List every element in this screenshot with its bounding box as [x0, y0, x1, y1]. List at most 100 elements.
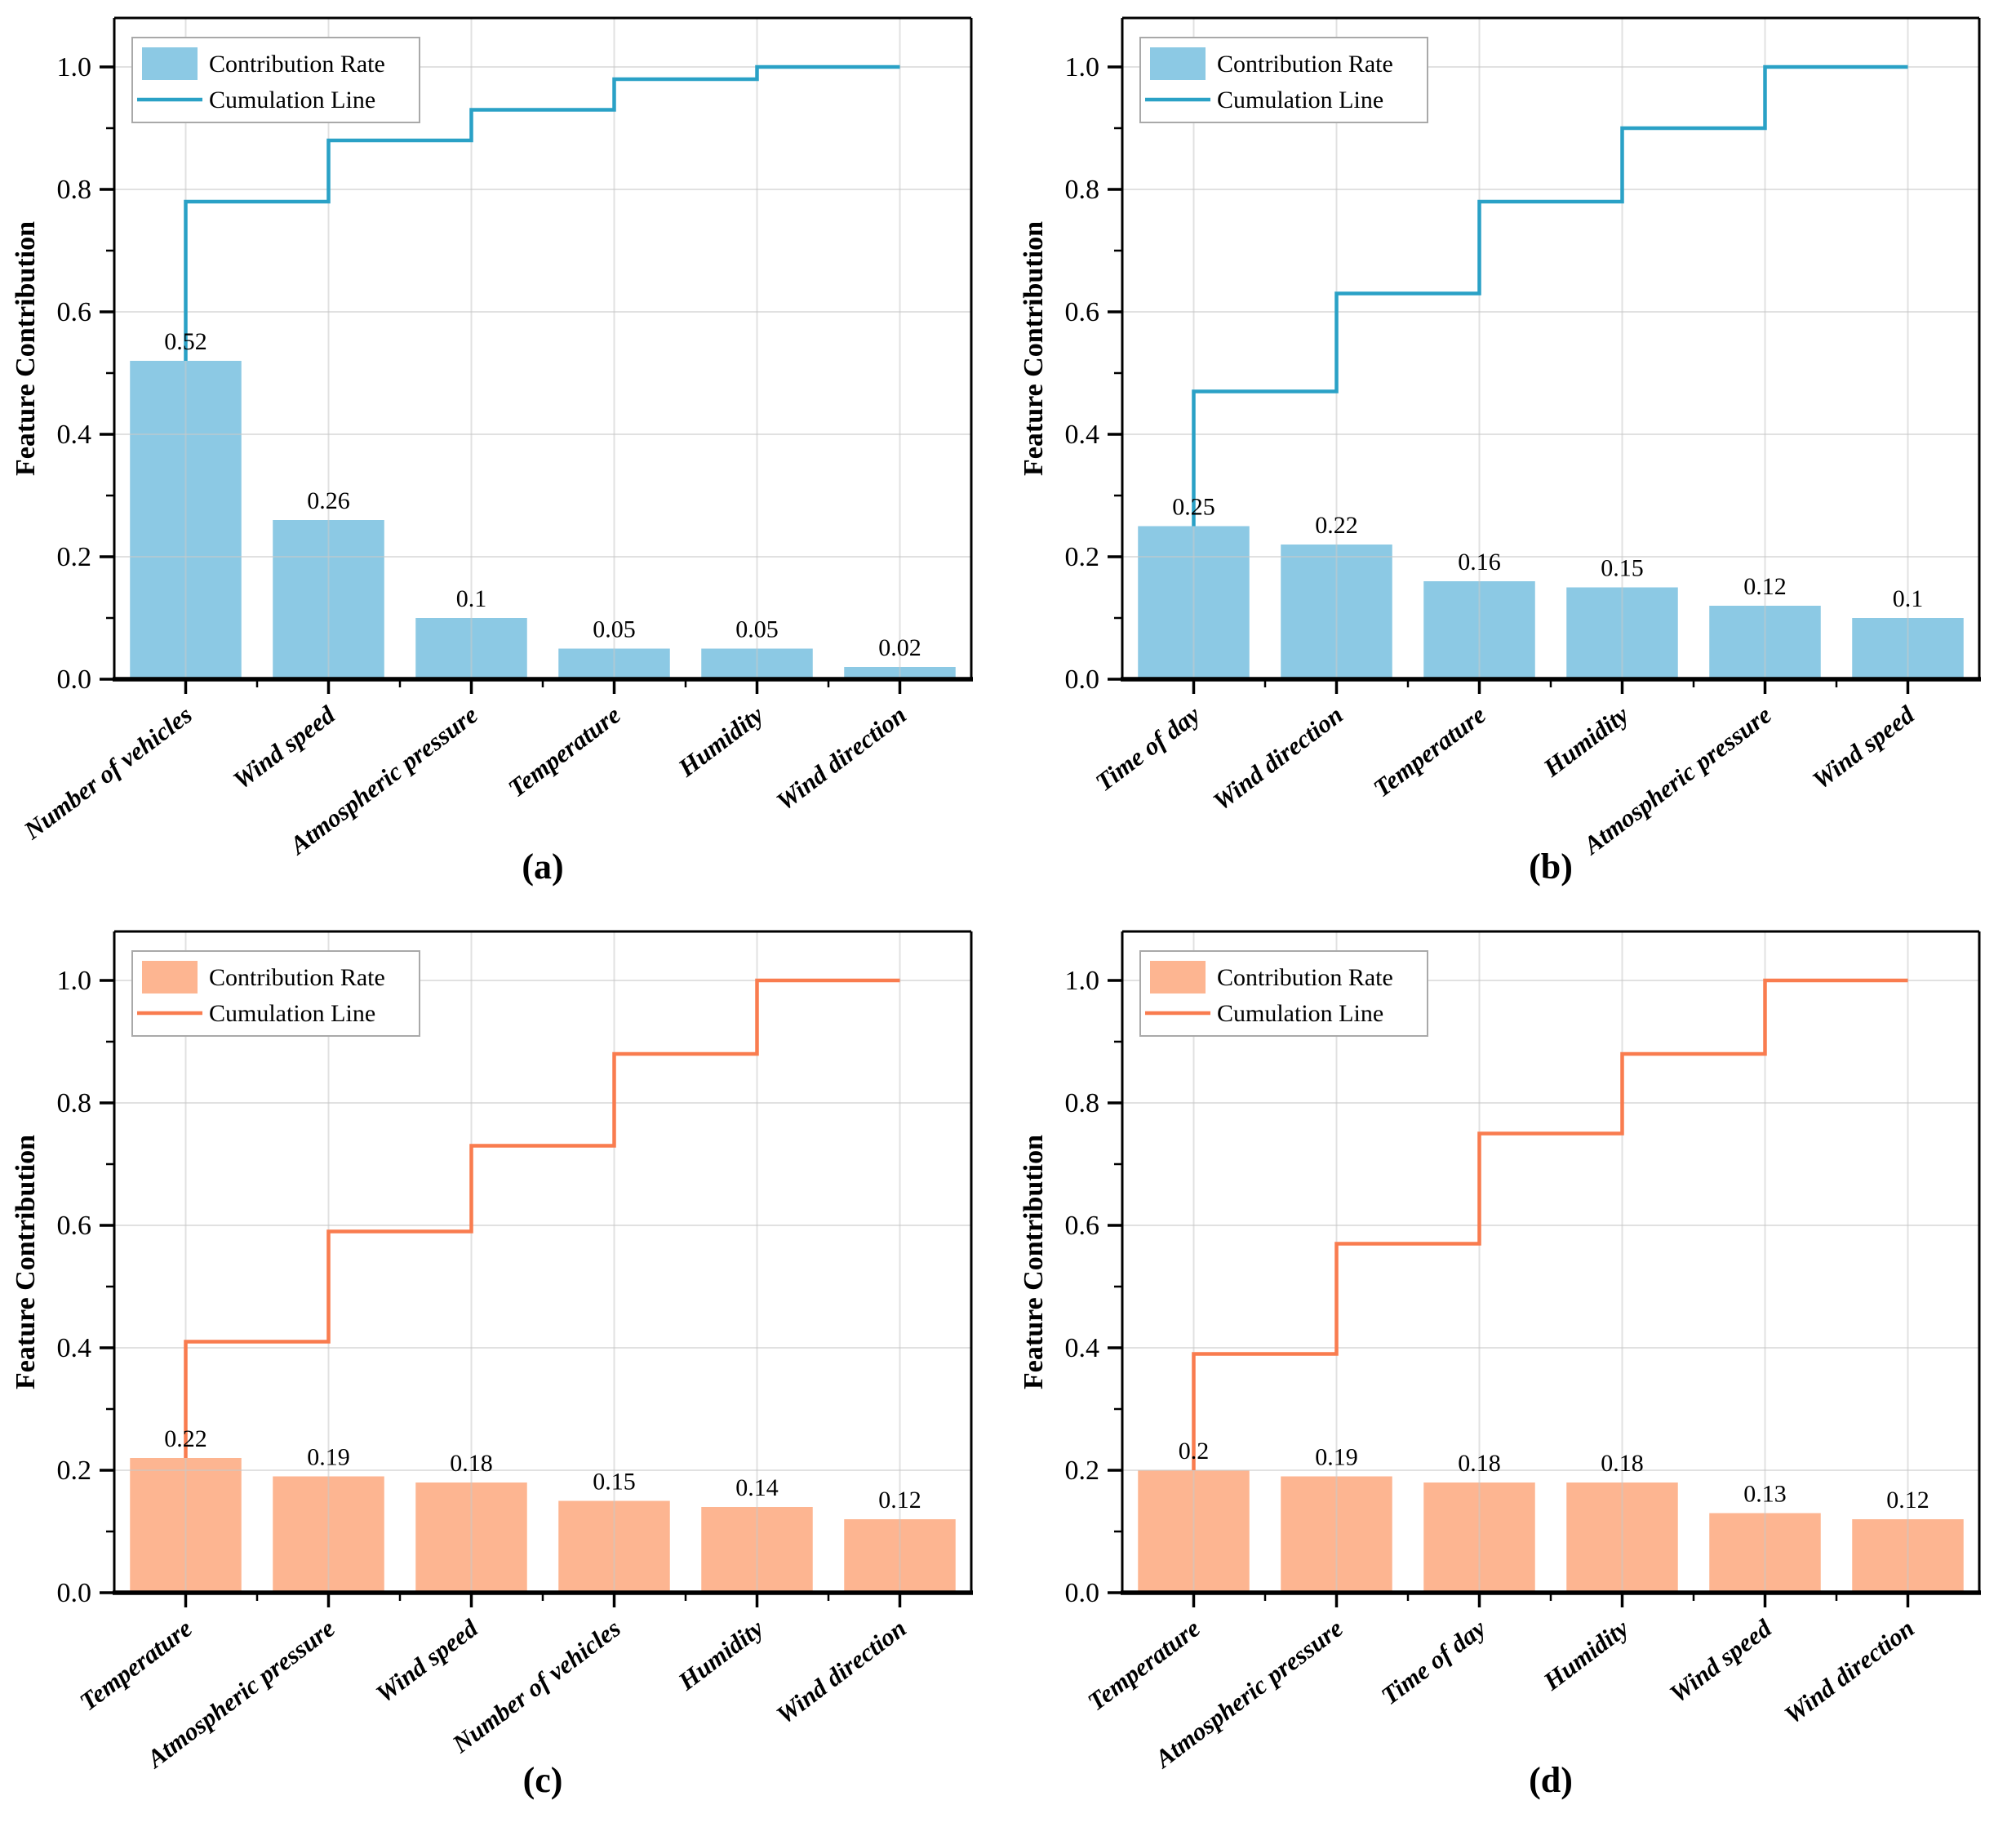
y-tick-label: 0.4	[57, 1333, 92, 1363]
y-tick-label: 0.0	[1065, 665, 1100, 695]
legend: Contribution Rate Cumulation Line	[131, 37, 420, 123]
pareto-chart-c: 0.22 0.19 0.18 0.15 0.14 0.12 0.0 0.2 0.4 0.6 0.8 1…	[0, 914, 1008, 1827]
bar-value-label: 0.05	[735, 616, 779, 643]
bar-value-label: 0.18	[1458, 1450, 1501, 1477]
axes-group	[1108, 930, 1981, 1607]
y-tick-label: 0.6	[57, 297, 92, 327]
y-tick-label: 0.2	[1065, 542, 1100, 572]
y-tick-label: 0.4	[57, 420, 92, 450]
bar-value-label: 0.15	[1601, 555, 1644, 582]
y-tick-labels: 0.0 0.2 0.4 0.6 0.8 1.0	[57, 966, 92, 1608]
chart-canvas-a: 0.52 0.26 0.1 0.05 0.05 0.02 0.0 0.2 0.4 0.6 0.8 1.…	[11, 16, 973, 860]
pareto-chart-a: 0.52 0.26 0.1 0.05 0.05 0.02 0.0 0.2 0.4 0.6 0.8 1.…	[0, 0, 1008, 914]
cumulation-line	[1192, 64, 1908, 527]
y-tick-label: 1.0	[57, 966, 92, 996]
x-category-label: Wind speed	[1664, 1613, 1777, 1708]
x-category-label: Temperature	[1368, 700, 1491, 802]
y-tick-label: 0.2	[1065, 1456, 1100, 1486]
y-axis-title: Feature Contribution	[1019, 1135, 1049, 1389]
x-category-label: Temperature	[503, 700, 626, 802]
pareto-chart-b: 0.25 0.22 0.16 0.15 0.12 0.1 0.0 0.2 0.4 0.6 0.8 1.…	[1008, 0, 2016, 914]
y-tick-label: 0.8	[57, 1088, 92, 1118]
x-tick-labels: Time of day Wind direction Temperature Humi…	[1090, 700, 1921, 860]
value-labels: 0.25 0.22 0.16 0.15 0.12 0.1	[1172, 494, 1923, 613]
bar-value-label: 0.02	[878, 634, 921, 661]
x-category-label: Wind direction	[1779, 1614, 1920, 1730]
bar-value-label: 0.18	[450, 1450, 493, 1477]
y-tick-label: 0.8	[57, 175, 92, 205]
legend: Contribution Rate Cumulation Line	[1139, 950, 1428, 1037]
y-tick-label: 0.2	[57, 1456, 92, 1486]
value-labels: 0.2 0.19 0.18 0.18 0.13 0.12	[1179, 1438, 1929, 1514]
chart-canvas-b: 0.25 0.22 0.16 0.15 0.12 0.1 0.0 0.2 0.4 0.6 0.8 1.…	[1019, 16, 1981, 860]
y-tick-label: 0.0	[57, 665, 92, 695]
y-tick-label: 1.0	[1065, 966, 1100, 996]
y-tick-label: 0.6	[1065, 1211, 1100, 1241]
y-axis-title: Feature Contribution	[1019, 221, 1049, 476]
panel-caption-b: (b)	[1529, 847, 1573, 887]
bar-value-label: 0.1	[1893, 585, 1924, 612]
y-tick-label: 0.4	[1065, 420, 1100, 450]
legend-bar-swatch	[142, 47, 198, 80]
x-category-label: Wind speed	[1807, 700, 1920, 794]
y-tick-label: 0.6	[1065, 297, 1100, 327]
cumulation-line	[184, 978, 900, 1458]
axes-group	[1108, 16, 1981, 694]
axes-group	[100, 930, 973, 1607]
bars-group	[130, 361, 956, 679]
pareto-chart-d: 0.2 0.19 0.18 0.18 0.13 0.12 0.0 0.2 0.4 0.6 0.8 1.…	[1008, 914, 2016, 1827]
axes-group	[100, 16, 973, 694]
legend-label-contribution-rate: Contribution Rate	[1217, 964, 1393, 991]
chart-canvas-c: 0.22 0.19 0.18 0.15 0.14 0.12 0.0 0.2 0.4 0.6 0.8 1…	[11, 930, 973, 1774]
bars-group	[1138, 1470, 1964, 1593]
value-labels: 0.52 0.26 0.1 0.05 0.05 0.02	[164, 328, 921, 661]
x-category-label: Time of day	[1090, 700, 1206, 797]
x-category-label: Humidity	[1538, 1614, 1634, 1696]
legend-bar-swatch	[142, 961, 198, 994]
legend-label-cumulation-line: Cumulation Line	[209, 87, 375, 113]
panel-caption-a: (a)	[522, 847, 564, 887]
y-tick-label: 1.0	[57, 52, 92, 82]
bar-value-label: 0.1	[456, 585, 487, 612]
y-tick-label: 0.8	[1065, 175, 1100, 205]
x-category-label: Humidity	[1538, 700, 1634, 783]
bar-value-label: 0.26	[307, 487, 350, 514]
x-category-label: Humidity	[673, 1614, 769, 1696]
y-tick-label: 0.4	[1065, 1333, 1100, 1363]
bar-value-label: 0.19	[1315, 1444, 1358, 1471]
bar-value-label: 0.52	[164, 328, 207, 355]
y-tick-labels: 0.0 0.2 0.4 0.6 0.8 1.0	[1065, 52, 1100, 695]
x-category-label: Time of day	[1376, 1613, 1491, 1710]
x-category-label: Temperature	[1082, 1613, 1206, 1716]
bar-value-label: 0.15	[593, 1469, 636, 1496]
x-category-label: Wind direction	[771, 700, 912, 816]
bar-value-label: 0.12	[1743, 573, 1787, 600]
x-tick-labels: Number of vehicles Wind speedAtmospheric …	[18, 700, 912, 860]
chart-canvas-d: 0.2 0.19 0.18 0.18 0.13 0.12 0.0 0.2 0.4 0.6 0.8 1.…	[1019, 930, 1981, 1774]
legend-label-cumulation-line: Cumulation Line	[209, 1000, 375, 1027]
bar-value-label: 0.05	[593, 616, 636, 643]
legend-bar-swatch	[1150, 961, 1206, 994]
y-tick-label: 0.2	[57, 542, 92, 572]
bars-group	[1138, 526, 1964, 679]
bar-value-label: 0.2	[1179, 1438, 1210, 1465]
y-tick-label: 0.0	[57, 1578, 92, 1608]
y-axis-title: Feature Contribution	[11, 1135, 41, 1389]
panel-caption-c: (c)	[522, 1760, 563, 1800]
bar-value-label: 0.12	[1886, 1487, 1929, 1514]
bar-value-label: 0.12	[878, 1487, 921, 1514]
x-category-label: Humidity	[673, 700, 769, 783]
cumulation-line	[184, 64, 900, 361]
legend-label-contribution-rate: Contribution Rate	[1217, 51, 1393, 78]
bar-value-label: 0.19	[307, 1444, 350, 1471]
legend-label-contribution-rate: Contribution Rate	[209, 51, 385, 78]
legend-label-cumulation-line: Cumulation Line	[1217, 87, 1383, 113]
legend: Contribution Rate Cumulation Line	[131, 950, 420, 1037]
bar-value-label: 0.13	[1743, 1481, 1787, 1508]
legend: Contribution Rate Cumulation Line	[1139, 37, 1428, 123]
grid-group	[1122, 931, 1979, 1593]
y-tick-label: 0.0	[1065, 1578, 1100, 1608]
